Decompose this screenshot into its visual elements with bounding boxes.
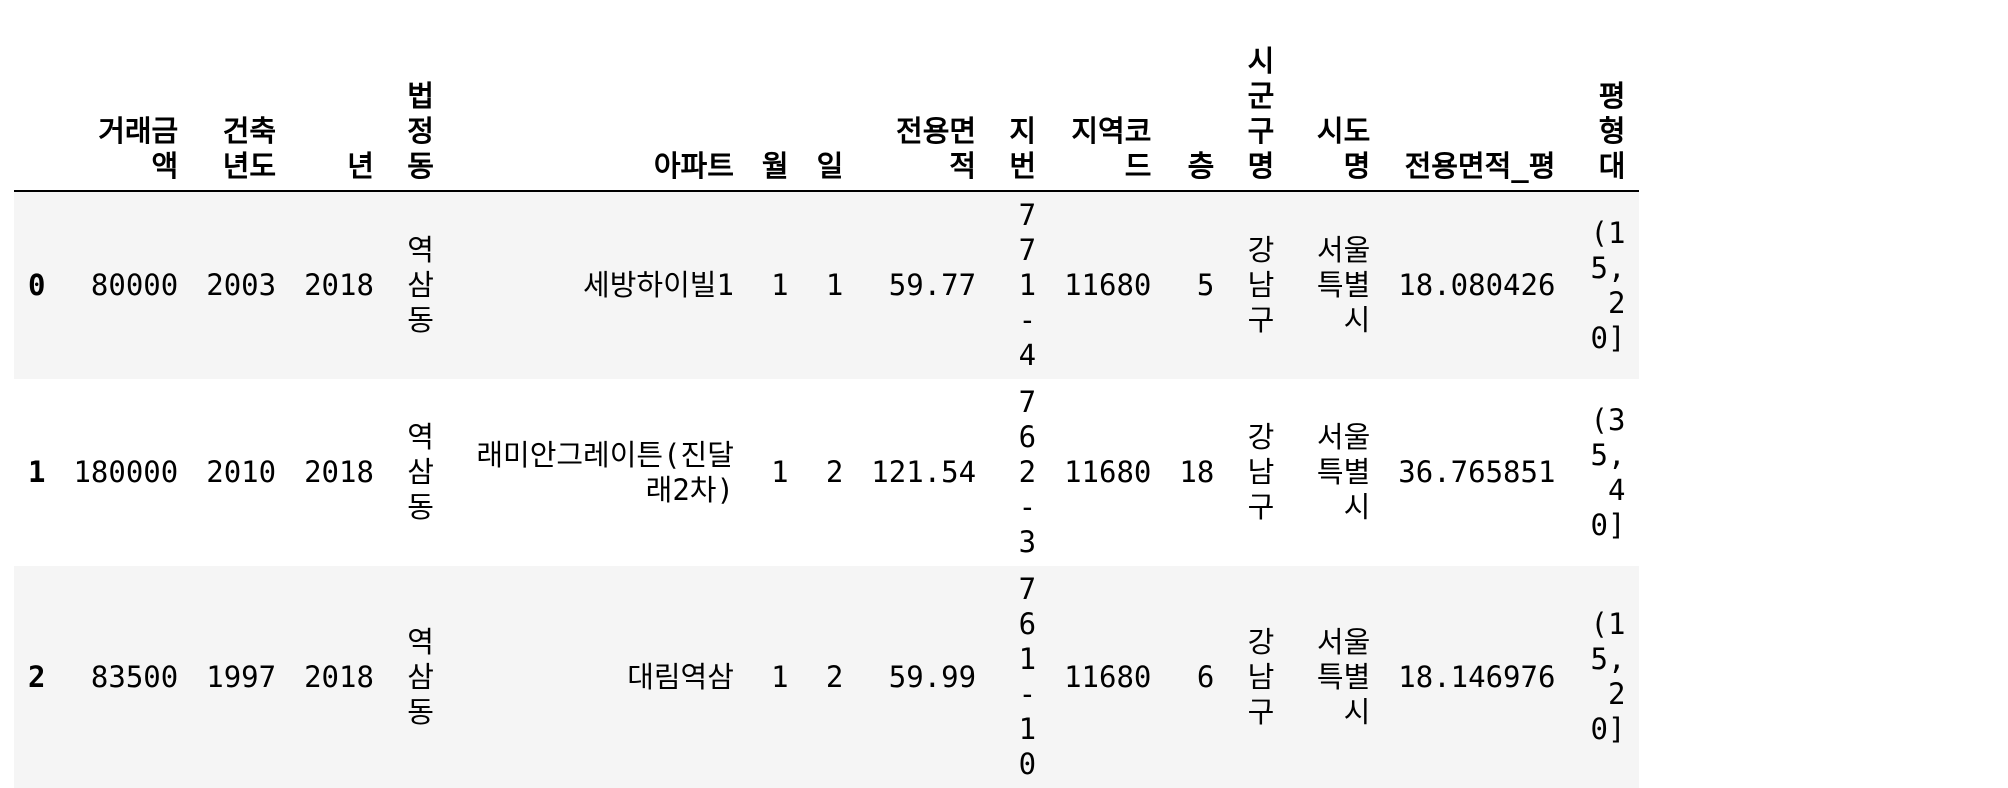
column-header: 지역코드: [1050, 38, 1166, 192]
table-cell: 1: [771, 659, 789, 694]
table-cell: 36.765851: [1398, 455, 1556, 489]
column-header: 거래금액: [59, 38, 193, 192]
table-cell: 1: [825, 268, 844, 302]
table-cell: 서울특별시: [1316, 624, 1371, 729]
table-cell: 18.146976: [1398, 659, 1556, 694]
table-cell: 세방하이빌1: [583, 268, 734, 302]
table-cell: 1: [771, 455, 789, 489]
column-header: 층: [1165, 38, 1229, 192]
row-index: 0: [28, 268, 46, 302]
table-cell: 83500: [90, 659, 179, 694]
column-header: 아파트: [447, 38, 748, 192]
table-cell: 59.99: [888, 659, 977, 694]
column-header: 년: [290, 38, 388, 192]
table-row: 0 80000 2003 2018 역삼동 세방하이빌1 1 1 59.77 7…: [14, 191, 1640, 379]
table-cell: 80000: [90, 268, 179, 302]
table-cell: 역삼동: [407, 420, 434, 524]
table-cell: 대림역삼: [627, 659, 734, 694]
table-cell: 1997: [206, 659, 277, 694]
table-cell: 11680: [1064, 455, 1152, 489]
table-cell: 180000: [73, 455, 179, 489]
table-cell: 2010: [206, 455, 277, 489]
table-cell: 5: [1196, 268, 1215, 302]
table-cell: 강남구: [1247, 233, 1275, 337]
column-header: 지번: [990, 38, 1051, 192]
table-cell: 강남구: [1247, 420, 1275, 524]
table-cell: 서울특별시: [1316, 420, 1371, 524]
table-cell: 18.080426: [1398, 268, 1556, 302]
dataframe-table: 거래금액 건축년도 년 법정동 아파트 월 일 전용면적 지번 지역코드 층 시…: [14, 38, 1640, 788]
table-row: 1 180000 2010 2018 역삼동 래미안그레이튼(진달래2차) 1 …: [14, 379, 1640, 566]
table-cell: 1: [771, 268, 789, 302]
table-cell: 서울특별시: [1316, 233, 1371, 337]
table-cell: 역삼동: [407, 233, 434, 337]
table-cell: 2: [825, 455, 844, 489]
table-cell: 11680: [1064, 268, 1152, 302]
column-header: 전용면적_평: [1384, 38, 1570, 192]
index-header: [14, 38, 60, 192]
column-header: 건축년도: [192, 38, 291, 192]
table-cell: 761-10: [1018, 572, 1037, 781]
table-cell: 2018: [304, 455, 374, 489]
column-header: 시군구명: [1228, 38, 1289, 192]
table-header: 거래금액 건축년도 년 법정동 아파트 월 일 전용면적 지번 지역코드 층 시…: [14, 38, 1640, 192]
column-header: 전용면적: [857, 38, 991, 192]
table-cell: 래미안그레이튼(진달래2차): [476, 437, 734, 507]
table-cell: (15, 20]: [1590, 215, 1626, 355]
table-cell: 2: [825, 659, 844, 694]
table-cell: 역삼동: [407, 624, 434, 729]
table-cell: 121.54: [871, 455, 977, 489]
column-header: 일: [802, 38, 858, 192]
table-cell: 11680: [1064, 659, 1152, 694]
dataframe-output: 거래금액 건축년도 년 법정동 아파트 월 일 전용면적 지번 지역코드 층 시…: [14, 38, 1640, 788]
table-cell: 2018: [304, 659, 374, 694]
table-cell: 18: [1179, 455, 1215, 489]
table-cell: 771-4: [1018, 198, 1037, 372]
table-cell: (35, 40]: [1590, 402, 1626, 542]
table-cell: 강남구: [1247, 624, 1275, 729]
column-header: 월: [747, 38, 803, 192]
row-index: 1: [28, 455, 46, 489]
table-cell: 6: [1196, 659, 1215, 694]
table-cell: 762-3: [1018, 385, 1037, 559]
header-row: 거래금액 건축년도 년 법정동 아파트 월 일 전용면적 지번 지역코드 층 시…: [14, 38, 1640, 192]
row-index: 2: [28, 659, 46, 694]
table-cell: (15, 20]: [1590, 607, 1626, 746]
table-cell: 2018: [304, 268, 374, 302]
column-header: 시도명: [1288, 38, 1385, 192]
column-header: 평형대: [1569, 38, 1640, 192]
table-cell: 2003: [206, 268, 277, 302]
table-cell: 59.77: [888, 268, 977, 302]
column-header: 법정동: [387, 38, 448, 192]
table-row: 2 83500 1997 2018 역삼동 대림역삼 1 2 59.99 761…: [14, 566, 1640, 788]
